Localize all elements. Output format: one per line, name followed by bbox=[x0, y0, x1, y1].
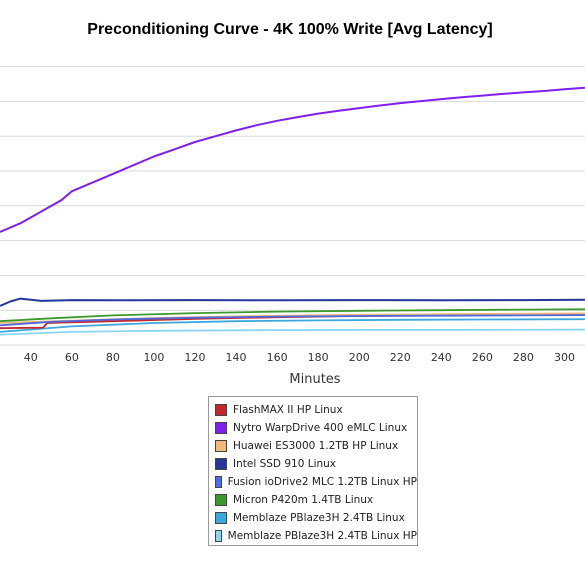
chart-title: Preconditioning Curve - 4K 100% Write [A… bbox=[87, 21, 492, 38]
x-tick-label: 220 bbox=[390, 351, 411, 364]
series-line-4 bbox=[0, 297, 585, 307]
series-lines bbox=[0, 86, 585, 336]
legend-item-6[interactable]: Micron P420m 1.4TB Linux bbox=[215, 491, 417, 509]
series-line-5 bbox=[0, 314, 585, 327]
legend-item-4[interactable]: Intel SSD 910 Linux bbox=[215, 455, 417, 473]
x-tick-label: 60 bbox=[65, 351, 79, 364]
x-tick-label: 120 bbox=[185, 351, 206, 364]
x-tick-label: 200 bbox=[349, 351, 370, 364]
x-tick-label: 80 bbox=[106, 351, 120, 364]
legend-item-1[interactable]: FlashMAX II HP Linux bbox=[215, 401, 417, 419]
x-tick-label: 300 bbox=[554, 351, 575, 364]
legend-swatch bbox=[215, 422, 227, 434]
x-tick-label: 160 bbox=[267, 351, 288, 364]
legend-item-5[interactable]: Fusion ioDrive2 MLC 1.2TB Linux HP bbox=[215, 473, 417, 491]
legend-label: Micron P420m 1.4TB Linux bbox=[233, 494, 374, 506]
legend-label: Memblaze PBlaze3H 2.4TB Linux HP bbox=[227, 530, 417, 542]
x-tick-labels: 40 60 80 100 120 140 160 180 200 220 240 260 280 300 bbox=[24, 351, 575, 364]
legend-swatch bbox=[215, 458, 227, 470]
legend-swatch bbox=[215, 476, 222, 488]
legend-label: Nytro WarpDrive 400 eMLC Linux bbox=[233, 422, 408, 434]
legend-swatch bbox=[215, 440, 227, 452]
legend-swatch bbox=[215, 494, 227, 506]
x-axis-label: Minutes bbox=[289, 372, 340, 387]
legend-item-2[interactable]: Nytro WarpDrive 400 eMLC Linux bbox=[215, 419, 417, 437]
legend-label: Intel SSD 910 Linux bbox=[233, 458, 337, 470]
series-line-6 bbox=[0, 308, 585, 323]
x-tick-label: 100 bbox=[143, 351, 164, 364]
legend-item-7[interactable]: Memblaze PBlaze3H 2.4TB Linux bbox=[215, 509, 417, 527]
x-tick-label: 180 bbox=[308, 351, 329, 364]
legend-label: Huawei ES3000 1.2TB HP Linux bbox=[233, 440, 399, 452]
x-tick-label: 260 bbox=[472, 351, 493, 364]
x-tick-label: 280 bbox=[513, 351, 534, 364]
series-line-7 bbox=[0, 318, 585, 333]
legend-label: Fusion ioDrive2 MLC 1.2TB Linux HP bbox=[227, 476, 417, 488]
legend-item-8[interactable]: Memblaze PBlaze3H 2.4TB Linux HP bbox=[215, 527, 417, 545]
grid-lines bbox=[0, 66, 585, 346]
legend-item-3[interactable]: Huawei ES3000 1.2TB HP Linux bbox=[215, 437, 417, 455]
legend-swatch bbox=[215, 404, 227, 416]
legend-label: Memblaze PBlaze3H 2.4TB Linux bbox=[233, 512, 405, 524]
series-line-2 bbox=[0, 86, 585, 233]
series-line-8 bbox=[0, 328, 585, 336]
legend-swatch bbox=[215, 530, 222, 542]
legend-label: FlashMAX II HP Linux bbox=[233, 404, 343, 416]
x-tick-label: 140 bbox=[226, 351, 247, 364]
x-tick-label: 40 bbox=[24, 351, 38, 364]
x-tick-label: 240 bbox=[431, 351, 452, 364]
legend-swatch bbox=[215, 512, 227, 524]
legend: FlashMAX II HP Linux Nytro WarpDrive 400 … bbox=[208, 396, 418, 546]
